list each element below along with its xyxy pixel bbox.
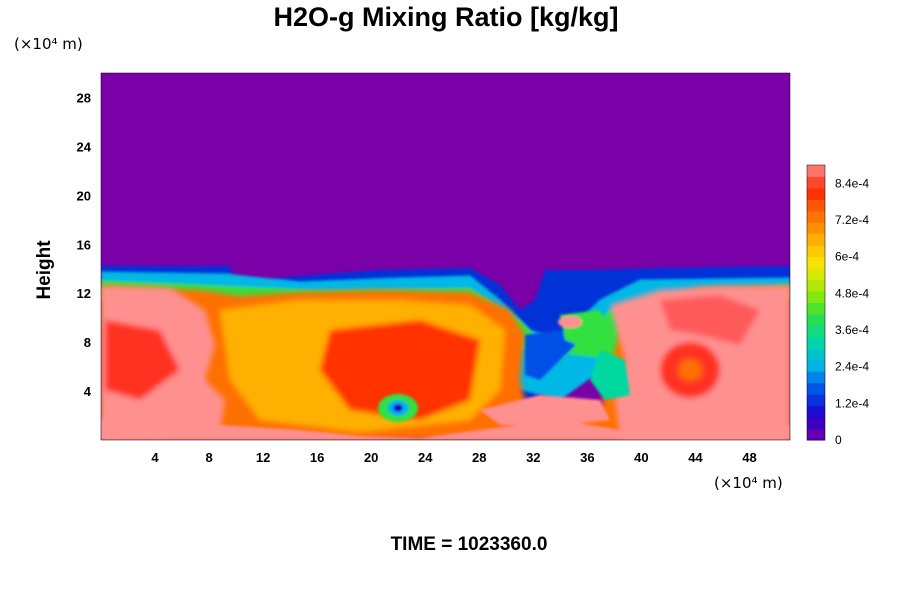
x-tick-label: 40	[634, 450, 648, 465]
colorbar-segment	[807, 187, 825, 200]
x-axis-unit: (×10⁴ m)	[714, 474, 783, 492]
colorbar-segment	[807, 382, 825, 395]
colorbar-segment	[807, 291, 825, 303]
y-tick-label: 24	[77, 139, 92, 154]
colorbar-frame	[806, 164, 826, 441]
x-axis-ticks: 4 8 12 16 20 24 28 32 36 40 44 48	[151, 450, 756, 465]
y-tick-label: 12	[77, 286, 91, 301]
colorbar	[807, 165, 825, 441]
x-tick-label: 32	[526, 450, 540, 465]
colorbar-segment	[807, 359, 825, 372]
y-tick-label: 8	[84, 335, 91, 350]
field-eddies	[378, 310, 630, 422]
colorbar-tick-label: 4.8e-4	[835, 286, 869, 300]
colorbar-segment	[807, 176, 825, 189]
colorbar-tick-label: 3.6e-4	[835, 323, 869, 337]
y-axis-ticks: 4 8 12 16 20 24 28	[77, 90, 92, 399]
x-tick-label: 24	[418, 450, 433, 465]
colorbar-segment	[807, 245, 825, 258]
colorbar-segment	[807, 313, 825, 326]
colorbar-segment	[807, 325, 825, 338]
colorbar-segment	[807, 256, 825, 269]
colorbar-tick-label: 6e-4	[835, 250, 859, 264]
colorbar-segment	[807, 371, 825, 384]
x-tick-label: 36	[580, 450, 594, 465]
colorbar-segment	[807, 405, 825, 418]
colorbar-tick-label: 7.2e-4	[835, 213, 869, 227]
x-tick-label: 44	[688, 450, 703, 465]
y-axis-unit: (×10⁴ m)	[14, 35, 83, 53]
colorbar-segment	[807, 348, 825, 361]
colorbar-segment	[807, 279, 825, 292]
colorbar-ticks: 0 1.2e-4 2.4e-4 3.6e-4 4.8e-4 6e-4 7.2e-4 8.4e-…	[835, 176, 869, 447]
x-tick-label: 12	[256, 450, 270, 465]
field-right-saturated	[610, 286, 790, 440]
x-tick-label: 16	[310, 450, 324, 465]
colorbar-segment	[807, 417, 825, 430]
colorbar-segment	[807, 233, 825, 246]
plot-frame	[100, 72, 791, 441]
time-label: TIME = 1023360.0	[391, 534, 548, 555]
colorbar-segment	[807, 268, 825, 281]
heatmap-field	[101, 73, 790, 440]
colorbar-tick-label: 8.4e-4	[835, 176, 869, 190]
colorbar-tick-label: 2.4e-4	[835, 360, 869, 374]
colorbar-segment	[807, 394, 825, 407]
x-tick-label: 20	[364, 450, 378, 465]
colorbar-segment	[807, 428, 825, 441]
y-tick-label: 20	[77, 188, 91, 203]
colorbar-tick-label: 1.2e-4	[835, 396, 869, 410]
y-tick-label: 4	[84, 384, 92, 399]
colorbar-segment	[807, 302, 825, 315]
colorbar-segment	[807, 336, 825, 349]
field-left-saturated	[101, 286, 225, 440]
chart-title: H2O-g Mixing Ratio [kg/kg]	[273, 2, 618, 32]
x-tick-label: 8	[205, 450, 212, 465]
y-tick-label: 16	[77, 237, 91, 252]
x-tick-label: 4	[151, 450, 159, 465]
colorbar-segment	[807, 165, 825, 177]
colorbar-segment	[807, 199, 825, 212]
colorbar-segment	[807, 210, 825, 223]
y-tick-label: 28	[77, 90, 91, 105]
x-tick-label: 48	[742, 450, 756, 465]
colorbar-segment	[807, 222, 825, 235]
field-surface-layer	[101, 395, 790, 440]
x-tick-label: 28	[472, 450, 486, 465]
y-axis-label: Height	[34, 240, 55, 300]
colorbar-tick-label: 0	[835, 433, 842, 447]
